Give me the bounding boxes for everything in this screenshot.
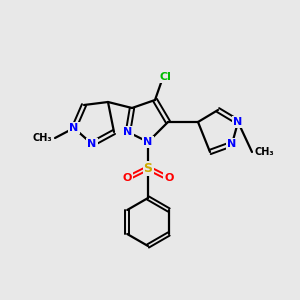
Text: N: N bbox=[233, 117, 243, 127]
Text: CH₃: CH₃ bbox=[32, 133, 52, 143]
Text: O: O bbox=[122, 173, 132, 183]
Text: N: N bbox=[87, 139, 97, 149]
Text: Cl: Cl bbox=[159, 72, 171, 82]
Text: CH₃: CH₃ bbox=[254, 147, 274, 157]
Text: N: N bbox=[143, 137, 153, 147]
Text: N: N bbox=[69, 123, 79, 133]
Text: N: N bbox=[123, 127, 133, 137]
Text: N: N bbox=[227, 139, 237, 149]
Text: O: O bbox=[164, 173, 174, 183]
Text: S: S bbox=[143, 161, 152, 175]
